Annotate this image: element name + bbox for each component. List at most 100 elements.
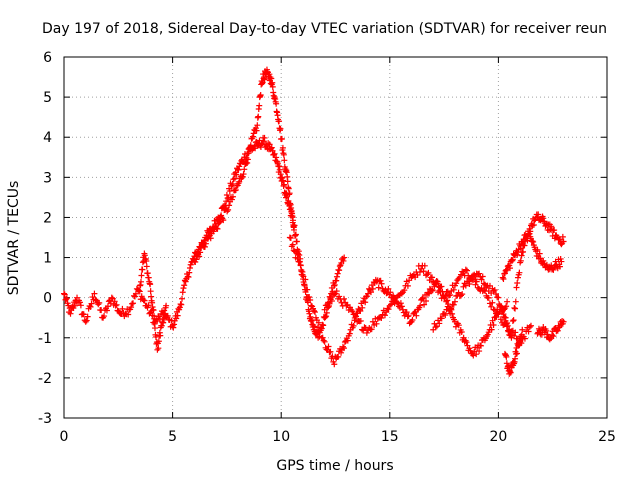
data-point (543, 327, 550, 334)
data-point (239, 173, 246, 180)
data-point (491, 286, 498, 293)
data-point (293, 249, 300, 256)
data-point (254, 122, 261, 129)
y-tick-label: 4 (43, 130, 52, 146)
data-point (512, 355, 519, 362)
data-point (501, 270, 508, 277)
data-point (492, 291, 499, 298)
data-point (324, 304, 331, 311)
data-point (527, 322, 534, 329)
data-point (186, 269, 193, 276)
data-point (257, 91, 264, 98)
data-point (96, 299, 103, 306)
data-point (368, 326, 375, 333)
data-point (192, 259, 199, 266)
data-point (511, 304, 518, 311)
data-point (413, 312, 420, 319)
data-point (423, 297, 429, 304)
data-point (398, 303, 405, 310)
data-point (420, 268, 427, 275)
data-point (293, 238, 300, 245)
data-point (373, 320, 380, 327)
data-point (432, 324, 439, 331)
data-point (261, 134, 268, 141)
data-point (526, 230, 533, 237)
data-point (560, 238, 567, 245)
data-point (386, 302, 393, 309)
data-point (150, 307, 157, 314)
data-point (497, 316, 504, 323)
data-point (361, 324, 368, 331)
data-point (231, 175, 238, 182)
y-tick-label: -1 (38, 331, 52, 347)
data-point (458, 329, 465, 336)
data-point (101, 313, 108, 320)
data-point (76, 299, 83, 306)
data-point (139, 266, 146, 273)
data-point (357, 317, 364, 324)
data-point (367, 289, 374, 296)
data-point (294, 255, 301, 262)
data-point (327, 348, 334, 355)
data-point (421, 301, 428, 308)
data-point (424, 289, 431, 296)
data-point (178, 301, 185, 308)
x-tick-label: 20 (489, 429, 507, 445)
data-point (556, 263, 563, 270)
data-point (174, 312, 181, 319)
x-tick-label: 15 (381, 429, 399, 445)
data-point (340, 257, 347, 264)
data-point (438, 315, 445, 322)
data-point (442, 293, 449, 300)
data-point (478, 276, 485, 283)
data-point (273, 154, 280, 161)
data-point (509, 257, 516, 264)
data-point (500, 322, 507, 329)
data-point (357, 308, 364, 315)
y-tick-label: -2 (38, 371, 52, 387)
data-point (152, 333, 159, 340)
data-point (534, 246, 541, 253)
data-point (514, 249, 521, 256)
data-point (230, 176, 237, 183)
data-point (143, 257, 150, 264)
data-point (517, 245, 524, 252)
data-point (506, 265, 513, 272)
data-point (249, 133, 256, 140)
data-point (328, 297, 335, 304)
data-point (336, 267, 343, 274)
data-point (441, 310, 448, 317)
data-point (289, 241, 296, 248)
data-point (286, 190, 293, 197)
x-tick-label: 0 (60, 429, 69, 445)
data-point (279, 144, 286, 151)
data-point (201, 243, 208, 250)
data-point (155, 345, 162, 352)
data-point (253, 127, 260, 134)
data-point (216, 219, 223, 226)
data-point (320, 337, 327, 344)
data-point (281, 157, 288, 164)
data-point (530, 238, 537, 245)
data-point (291, 222, 298, 229)
data-point (311, 309, 318, 316)
data-point (519, 326, 526, 333)
data-point (302, 276, 309, 283)
data-point (179, 295, 186, 302)
data-points (61, 66, 567, 377)
data-point (387, 289, 394, 296)
data-point (540, 215, 547, 222)
data-point (71, 302, 78, 309)
data-point (220, 217, 227, 224)
x-tick-label: 5 (168, 429, 177, 445)
data-point (130, 300, 137, 307)
data-point (485, 294, 492, 301)
data-point (202, 240, 209, 247)
data-point (334, 270, 341, 277)
data-point (132, 290, 139, 297)
data-point (136, 288, 143, 295)
data-point (300, 273, 307, 280)
data-point (63, 295, 70, 302)
y-axis-label: SDTVAR / TECUs (6, 181, 22, 296)
